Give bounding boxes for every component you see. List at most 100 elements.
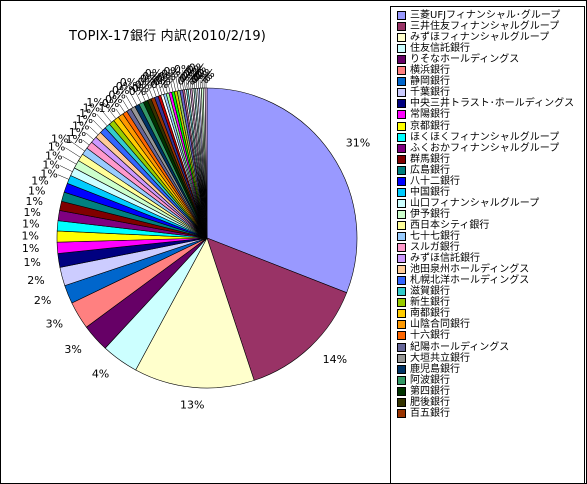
legend-item: 肥後銀行 — [397, 397, 450, 408]
legend-swatch — [397, 143, 406, 153]
legend-label: 南都銀行 — [410, 308, 450, 320]
legend-label: みずほフィナンシャルグループ — [410, 32, 550, 44]
data-label: 0% — [191, 73, 208, 86]
leader-line — [136, 82, 146, 102]
legend-item: 滋賀銀行 — [397, 286, 450, 297]
leader-line — [99, 108, 112, 123]
data-label: 0% — [158, 70, 175, 83]
legend-swatch — [397, 66, 406, 76]
legend-swatch — [397, 397, 406, 407]
leader-line — [89, 126, 99, 135]
leader-line — [103, 102, 117, 119]
legend-swatch — [397, 187, 406, 197]
legend-item: 大垣共立銀行 — [397, 353, 470, 364]
legend-item: 池田泉州ホールディングス — [397, 264, 529, 275]
data-label: 0% — [137, 75, 154, 88]
legend-label: 滋賀銀行 — [410, 286, 450, 298]
data-label: 0% — [179, 72, 196, 85]
legend-item: みずほフィナンシャルグループ — [397, 32, 549, 43]
data-label: 1% — [23, 206, 40, 219]
legend-item: 群馬銀行 — [397, 154, 450, 165]
leader-line — [133, 86, 142, 104]
data-label: 1% — [83, 101, 100, 114]
legend-label: 第四銀行 — [410, 385, 450, 397]
legend-label: 住友信託銀行 — [410, 43, 470, 55]
data-label: 0% — [195, 69, 212, 82]
data-label: 1% — [86, 96, 103, 109]
data-label: 2% — [27, 274, 44, 287]
leader-line — [159, 76, 166, 95]
leader-line — [62, 156, 77, 165]
leader-line — [161, 73, 168, 94]
legend-item: 八十二銀行 — [397, 176, 460, 187]
legend-label: 山陰合同銀行 — [410, 319, 470, 331]
leader-line — [186, 81, 188, 90]
legend-swatch — [397, 331, 406, 341]
leader-line — [187, 79, 190, 90]
legend-swatch — [397, 309, 406, 319]
leader-line — [59, 165, 73, 172]
data-label: 14% — [323, 353, 347, 366]
legend-label: 中央三井トラスト･ホールディングス — [410, 98, 575, 110]
legend-swatch — [397, 154, 406, 164]
data-label: 0% — [163, 65, 180, 78]
leader-line — [122, 99, 129, 111]
legend-item: 鹿児島銀行 — [397, 364, 460, 375]
leader-line — [172, 79, 176, 92]
legend-swatch — [397, 132, 406, 142]
legend-swatch — [397, 353, 406, 363]
data-label: 13% — [180, 398, 204, 411]
legend-item: ほくほくフィナンシャルグループ — [397, 132, 559, 143]
legend-item: 伊予銀行 — [397, 209, 450, 220]
legend-swatch — [397, 209, 406, 219]
pie-slice — [206, 87, 358, 294]
data-label: 1% — [28, 185, 45, 198]
data-label: 0% — [193, 71, 210, 84]
data-label: 0% — [145, 67, 162, 80]
data-label: 0% — [178, 74, 195, 87]
legend-label: 三井住友フィナンシャルグループ — [410, 21, 560, 33]
legend-label: みずほ信託銀行 — [410, 253, 480, 265]
legend-label: 大垣共立銀行 — [410, 352, 470, 364]
legend-label: 横浜銀行 — [410, 65, 450, 77]
legend-item: 中央三井トラスト･ホールディングス — [397, 98, 574, 109]
legend-swatch — [397, 44, 406, 54]
data-label: 1% — [51, 133, 68, 146]
leader-line — [125, 95, 134, 108]
leader-line — [151, 85, 157, 97]
legend-label: りそなホールディングス — [410, 54, 520, 66]
data-label: 0% — [132, 82, 149, 95]
pie-slice — [204, 87, 208, 239]
leader-line — [57, 174, 70, 180]
data-label: 2% — [34, 294, 51, 307]
legend-label: 十六銀行 — [410, 330, 450, 342]
legend-item: 七十七銀行 — [397, 231, 460, 242]
data-label: 4% — [92, 368, 109, 381]
legend-swatch — [397, 298, 406, 308]
legend-label: 群馬銀行 — [410, 153, 450, 165]
chart-title: TOPIX-17銀行 内訳(2010/2/19) — [69, 29, 267, 44]
data-label: 0% — [185, 66, 202, 79]
legend-item: 住友信託銀行 — [397, 43, 470, 54]
legend-label: 新生銀行 — [410, 297, 450, 309]
legend-swatch — [397, 287, 406, 297]
data-label: 1% — [76, 113, 93, 126]
legend-label: 肥後銀行 — [410, 396, 450, 408]
legend-swatch — [397, 386, 406, 396]
data-labels: 31%14%13%4%3%3%2%2%1%1%1%1%1%1%1%1%1%1%1… — [22, 61, 371, 411]
legend-swatch — [397, 22, 406, 32]
legend-swatch — [397, 198, 406, 208]
legend-label: ほくほくフィナンシャルグループ — [410, 131, 560, 143]
legend-label: 三菱UFJフィナンシャル･グループ — [410, 10, 561, 21]
legend-swatch — [397, 375, 406, 385]
legend-item: りそなホールディングス — [397, 54, 519, 65]
legend-item: 静岡銀行 — [397, 76, 450, 87]
legend-label: 阿波銀行 — [410, 374, 450, 386]
legend-label: 中国銀行 — [410, 186, 450, 198]
legend-label: 鹿児島銀行 — [410, 363, 460, 375]
leader-line — [189, 76, 192, 89]
leader-line — [129, 91, 138, 106]
data-label: 0% — [120, 76, 137, 89]
legend-label: 山口フィナンシャルグループ — [410, 197, 540, 209]
legend-item: 百五銀行 — [397, 408, 450, 419]
